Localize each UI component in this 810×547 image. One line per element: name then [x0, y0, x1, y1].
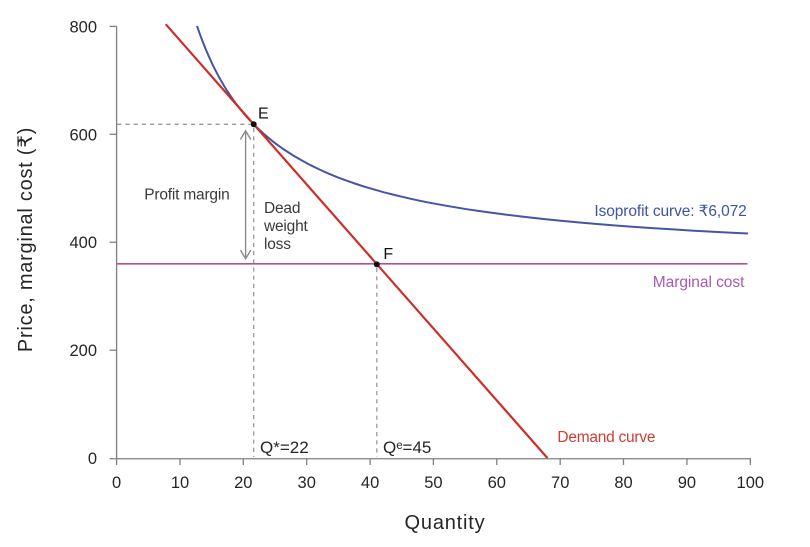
svg-text:Dead: Dead — [264, 200, 300, 217]
svg-text:90: 90 — [678, 474, 696, 492]
svg-text:Profit margin: Profit margin — [144, 187, 229, 204]
svg-text:Demand curve: Demand curve — [557, 429, 655, 446]
svg-text:50: 50 — [424, 474, 442, 492]
svg-text:40: 40 — [361, 474, 379, 492]
svg-text:Q*=22: Q*=22 — [260, 438, 309, 457]
svg-text:0: 0 — [112, 474, 121, 492]
svg-text:Price, marginal cost (₹): Price, marginal cost (₹) — [15, 127, 37, 352]
svg-text:10: 10 — [171, 474, 189, 492]
svg-text:60: 60 — [488, 474, 506, 492]
svg-text:E: E — [258, 106, 269, 123]
svg-text:Marginal cost: Marginal cost — [653, 274, 745, 291]
svg-text:70: 70 — [551, 474, 569, 492]
svg-text:0: 0 — [88, 450, 97, 468]
svg-text:600: 600 — [69, 126, 97, 144]
svg-text:loss: loss — [264, 236, 291, 253]
svg-text:400: 400 — [69, 234, 97, 252]
svg-text:Quantity: Quantity — [405, 512, 486, 534]
svg-text:100: 100 — [737, 474, 765, 492]
svg-text:200: 200 — [69, 342, 97, 360]
svg-text:Isoprofit curve: ₹6,072: Isoprofit curve: ₹6,072 — [594, 203, 746, 220]
svg-text:weight: weight — [263, 218, 308, 235]
svg-text:20: 20 — [234, 474, 252, 492]
svg-text:30: 30 — [298, 474, 316, 492]
svg-text:80: 80 — [614, 474, 632, 492]
svg-text:800: 800 — [69, 18, 97, 36]
svg-text:F: F — [383, 246, 393, 263]
svg-text:Qᵉ=45: Qᵉ=45 — [383, 438, 431, 457]
